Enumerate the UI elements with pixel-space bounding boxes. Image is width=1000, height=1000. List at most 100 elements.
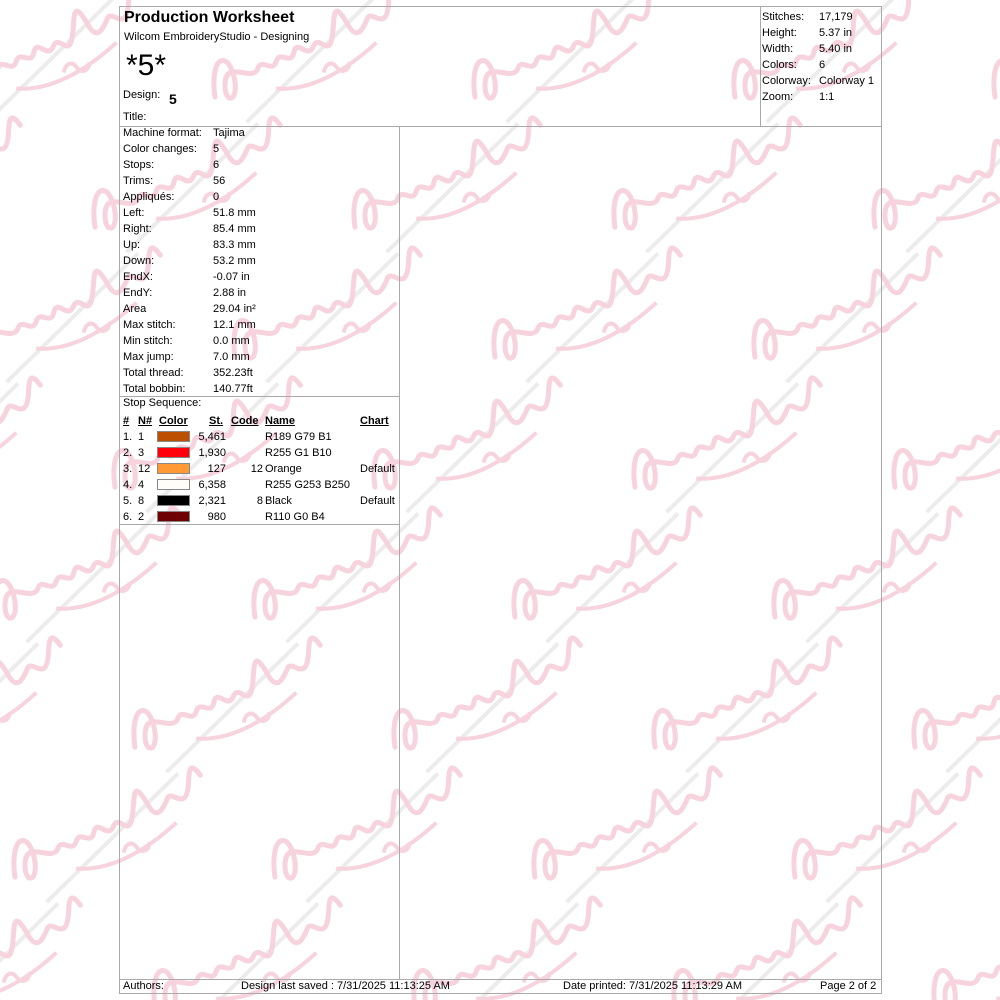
- stop-stitches: 5,461: [198, 431, 226, 443]
- stop-stitches: 1,930: [198, 447, 226, 459]
- watermark-logo: [871, 115, 1000, 254]
- summary-value: 17,179: [819, 11, 853, 23]
- needle-icon: [965, 902, 1000, 1000]
- stat-row: Up: 83.3 mm: [123, 237, 398, 253]
- stat-row: Stops: 6: [123, 157, 398, 173]
- summary-value: 6: [819, 59, 826, 71]
- stat-key: EndX:: [123, 271, 153, 283]
- needle-icon: [925, 382, 1000, 514]
- summary-value: 1:1: [819, 91, 835, 103]
- stop-color-name: R189 G79 B1: [265, 431, 332, 443]
- stop-n: 3: [138, 447, 145, 459]
- stop-color-name: R255 G1 B10: [265, 447, 332, 459]
- stop-color-name: R110 G0 B4: [265, 511, 325, 523]
- stat-value: 6: [213, 159, 220, 171]
- watermark-logo: [891, 375, 1000, 514]
- stop-num: 5.: [123, 495, 133, 507]
- stop-num: 1.: [123, 431, 133, 443]
- summary-key: Colors:: [762, 59, 797, 71]
- summary-key: Zoom:: [762, 91, 794, 103]
- stop-n: 8: [138, 495, 145, 507]
- col-num: #: [123, 415, 130, 427]
- summary-value: Colorway 1: [819, 75, 875, 87]
- stat-key: Trims:: [123, 175, 154, 187]
- stat-value: 5: [213, 143, 220, 155]
- stop-num: 6.: [123, 511, 133, 523]
- color-swatch: [157, 431, 190, 442]
- stop-sequence-header: # N# Color St. Code Name Chart: [120, 413, 400, 429]
- col-n: N#: [138, 415, 153, 427]
- summary-key: Height:: [762, 27, 797, 39]
- stop-color-name: R255 G253 B250: [265, 479, 351, 491]
- stat-value: 7.0 mm: [213, 351, 250, 363]
- stat-key: Min stitch:: [123, 335, 173, 347]
- watermark-logo: [0, 115, 24, 252]
- stat-key: Down:: [123, 255, 155, 267]
- stat-row: Max jump: 7.0 mm: [123, 349, 398, 365]
- needle-icon: [0, 902, 60, 1000]
- stat-row: Color changes: 5: [123, 141, 398, 157]
- stat-value: 51.8 mm: [213, 207, 256, 219]
- footer-page: Page 2 of 2: [820, 980, 877, 992]
- stop-stitches: 2,321: [198, 495, 226, 507]
- stat-value: 2.88 in: [213, 287, 247, 299]
- watermark-logo: [991, 0, 1000, 101]
- title-label: Title:: [123, 111, 147, 123]
- stat-row: Total thread: 352.23ft: [123, 365, 398, 381]
- stop-chart: Default: [360, 463, 395, 475]
- needle-icon: [0, 382, 20, 514]
- stat-key: Stops:: [123, 159, 155, 171]
- stat-key: EndY:: [123, 287, 153, 299]
- summary-value: 5.37 in: [819, 27, 853, 39]
- stat-row: Machine format: Tajima: [123, 125, 398, 141]
- watermark-logo: [931, 895, 1000, 1000]
- stat-value: 85.4 mm: [213, 223, 256, 235]
- needle-icon: [0, 642, 40, 774]
- stat-value: 29.04 in²: [213, 303, 256, 315]
- stat-row: Area 29.04 in²: [123, 301, 398, 317]
- stat-row: Left: 51.8 mm: [123, 205, 398, 221]
- stop-row: 2. 3 1,930 R255 G1 B10: [120, 445, 400, 461]
- color-swatch: [157, 479, 190, 490]
- stat-key: Right:: [123, 223, 152, 235]
- stat-key: Total bobbin:: [123, 383, 186, 395]
- stat-key: Max stitch:: [123, 319, 176, 331]
- stat-key: Left:: [123, 207, 145, 219]
- stat-key: Max jump:: [123, 351, 174, 363]
- stat-key: Color changes:: [123, 143, 197, 155]
- stat-value: 0.0 mm: [213, 335, 250, 347]
- footer-authors: Authors:: [123, 980, 164, 992]
- design-label: Design:: [123, 89, 161, 101]
- stat-value: 140.77ft: [213, 383, 253, 395]
- summary-key: Width:: [762, 43, 794, 55]
- stat-value: 0: [213, 191, 220, 203]
- watermark-logo: [0, 375, 43, 514]
- color-swatch: [157, 463, 190, 474]
- col-name: Name: [265, 415, 295, 427]
- stat-value: 12.1 mm: [213, 319, 256, 331]
- stop-code: 12: [250, 463, 263, 475]
- stat-row: Right: 85.4 mm: [123, 221, 398, 237]
- color-swatch: [157, 495, 190, 506]
- color-swatch: [157, 447, 190, 458]
- stop-row: 6. 2 980 R110 G0 B4: [120, 509, 400, 525]
- stat-row: Down: 53.2 mm: [123, 253, 398, 269]
- worksheet-page: Production Worksheet Wilcom EmbroiderySt…: [119, 6, 882, 994]
- stop-n: 12: [138, 463, 151, 475]
- needle-icon: [0, 123, 24, 252]
- col-st: St.: [209, 415, 224, 427]
- stat-value: Tajima: [213, 127, 245, 139]
- footer-saved: Design last saved : 7/31/2025 11:13:25 A…: [241, 980, 450, 992]
- stop-row: 4. 4 6,358 R255 G253 B250: [120, 477, 400, 493]
- stop-n: 2: [138, 511, 145, 523]
- summary-key: Stitches:: [762, 11, 805, 23]
- stat-row: Max stitch: 12.1 mm: [123, 317, 398, 333]
- stat-row: Appliqués: 0: [123, 189, 398, 205]
- stat-row: EndX: -0.07 in: [123, 269, 398, 285]
- stat-row: Trims: 56: [123, 173, 398, 189]
- needle-icon: [905, 122, 1000, 254]
- design-value: 5: [169, 91, 177, 107]
- stop-num: 4.: [123, 479, 133, 491]
- stat-value: 352.23ft: [213, 367, 253, 379]
- stop-num: 2.: [123, 447, 133, 459]
